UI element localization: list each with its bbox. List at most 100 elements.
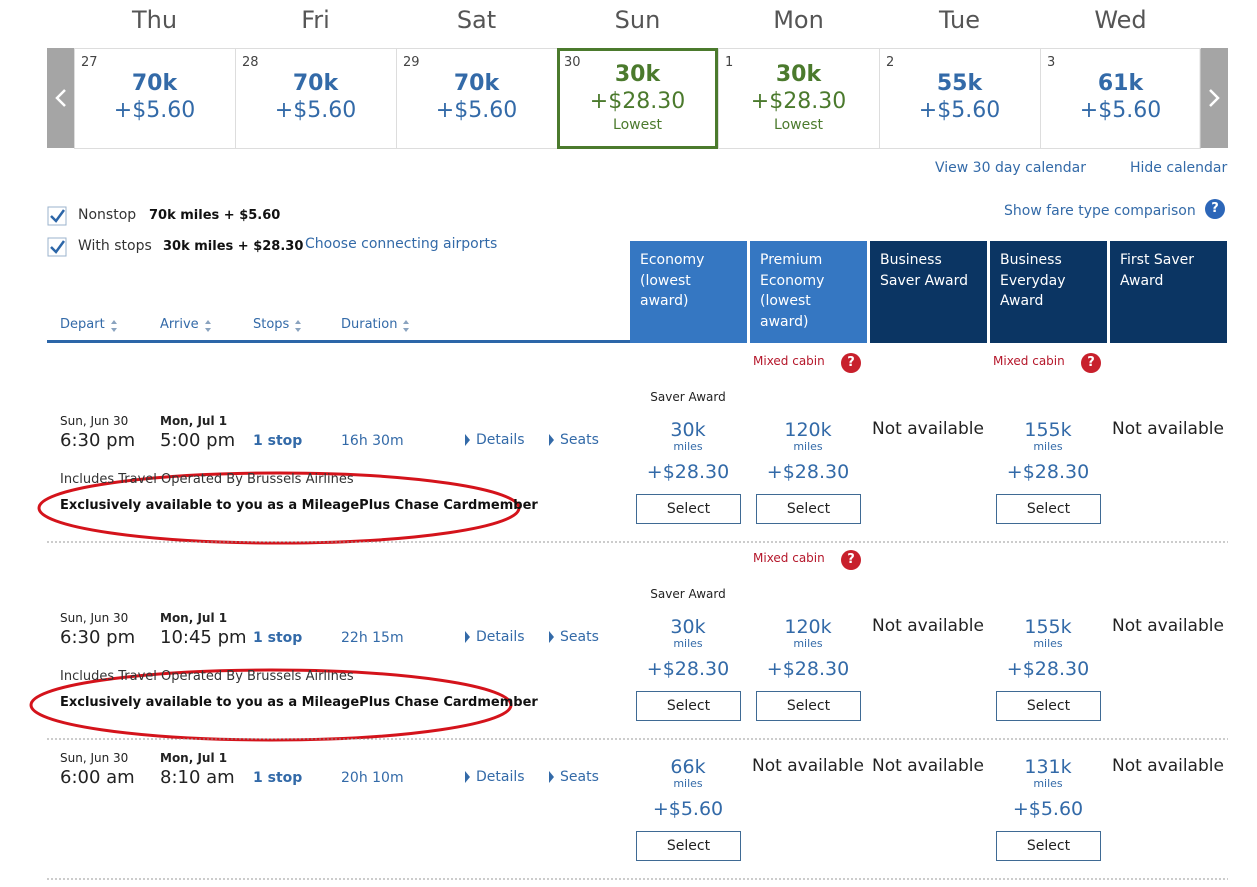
sort-icon xyxy=(205,320,211,332)
sort-header[interactable]: Duration xyxy=(341,317,398,332)
select-button[interactable]: Select xyxy=(996,831,1101,861)
calendar-day[interactable] xyxy=(396,48,557,149)
not-available: Not available xyxy=(1112,616,1224,636)
connecting-airports-link[interactable]: Choose connecting airports xyxy=(305,236,498,252)
fare-column-header[interactable] xyxy=(1110,241,1227,343)
select-button[interactable]: Select xyxy=(636,494,741,524)
select-button[interactable]: Select xyxy=(996,494,1101,524)
calendar-day[interactable] xyxy=(1040,48,1201,149)
fare-fee: +$28.30 xyxy=(1006,461,1090,483)
not-available: Not available xyxy=(1112,756,1224,776)
help-icon xyxy=(1205,199,1225,219)
fare-fee: +$28.30 xyxy=(646,461,730,483)
fare-column-header[interactable] xyxy=(750,241,867,343)
fare-miles: 30k xyxy=(670,616,706,638)
depart-date: Sun, Jun 30 xyxy=(60,751,129,765)
seats-link[interactable]: Seats xyxy=(560,769,599,785)
mixed-cabin-help-glyph: ? xyxy=(1087,355,1095,370)
day-date: 29 xyxy=(403,55,420,70)
stops[interactable]: 1 stop xyxy=(253,433,303,449)
weekday-label: Sun xyxy=(614,6,661,34)
select-button[interactable]: Select xyxy=(636,831,741,861)
select-button[interactable]: Select xyxy=(996,691,1101,721)
details-caret xyxy=(465,771,470,783)
day-note: Lowest xyxy=(774,117,823,133)
calendar-day[interactable] xyxy=(879,48,1040,149)
sort-header[interactable]: Stops xyxy=(253,317,290,332)
fare-column-label: Business Saver Award xyxy=(880,252,969,289)
checkmark xyxy=(50,209,66,223)
filter-label[interactable]: Nonstop xyxy=(78,207,137,223)
arrive-time: 8:10 am xyxy=(160,767,235,788)
fare-column-label: Economy (lowest award) xyxy=(640,252,705,309)
fare-miles: 120k xyxy=(784,616,832,638)
mixed-cabin-help xyxy=(1081,353,1101,373)
select-button[interactable]: Select xyxy=(756,691,861,721)
day-fee: +$5.60 xyxy=(918,98,1001,123)
calendar-day[interactable] xyxy=(235,48,396,149)
day-date: 1 xyxy=(725,55,734,70)
day-miles: 70k xyxy=(453,71,500,96)
calendar-prev xyxy=(47,48,74,148)
fare-fee: +$28.30 xyxy=(766,461,850,483)
details-link[interactable]: Details xyxy=(476,629,525,645)
select-button[interactable]: Select xyxy=(756,494,861,524)
fare-fee: +$28.30 xyxy=(646,658,730,680)
filter-price: 70k miles + $5.60 xyxy=(149,208,281,223)
help-icon-glyph: ? xyxy=(1211,201,1219,216)
stops[interactable]: 1 stop xyxy=(253,770,303,786)
seats-caret xyxy=(549,434,554,446)
fare-column-header[interactable] xyxy=(630,241,747,343)
weekday-label: Wed xyxy=(1094,6,1147,34)
arrive-date: Mon, Jul 1 xyxy=(160,414,228,428)
fare-miles: 66k xyxy=(670,756,706,778)
not-available: Not available xyxy=(872,616,984,636)
chevron-left xyxy=(55,89,66,107)
award-type: Saver Award xyxy=(650,587,726,601)
weekday-label: Mon xyxy=(773,6,824,34)
fare-column-header[interactable] xyxy=(870,241,987,343)
duration: 22h 15m xyxy=(341,630,404,646)
day-fee: +$5.60 xyxy=(274,98,357,123)
calendar-day[interactable] xyxy=(557,48,718,149)
calendar-day[interactable] xyxy=(718,48,879,149)
select-button[interactable]: Select xyxy=(636,691,741,721)
day-date: 28 xyxy=(242,55,259,70)
sort-icon xyxy=(111,320,117,332)
sort-header[interactable]: Arrive xyxy=(160,317,199,332)
details-link[interactable]: Details xyxy=(476,432,525,448)
award-type: Saver Award xyxy=(650,390,726,404)
chevron-right xyxy=(1209,89,1220,107)
hide-calendar-link[interactable]: Hide calendar xyxy=(1130,160,1228,176)
operated-by: Includes Travel Operated By Brussels Air… xyxy=(60,669,354,684)
calendar-day[interactable] xyxy=(74,48,235,149)
seats-caret xyxy=(549,771,554,783)
not-available: Not available xyxy=(1112,419,1224,439)
details-link[interactable]: Details xyxy=(476,769,525,785)
not-available: Not available xyxy=(872,756,984,776)
seats-link[interactable]: Seats xyxy=(560,432,599,448)
fare-column-header[interactable] xyxy=(990,241,1107,343)
weekday-label: Fri xyxy=(301,6,330,34)
fare-column-label: First Saver Award xyxy=(1120,252,1195,289)
view-calendar-link[interactable]: View 30 day calendar xyxy=(935,160,1087,176)
depart-time: 6:30 pm xyxy=(60,627,136,648)
fare-comparison-link[interactable]: Show fare type comparison xyxy=(1004,203,1196,219)
day-fee: +$5.60 xyxy=(435,98,518,123)
day-miles: 55k xyxy=(936,71,983,96)
sort-header[interactable]: Depart xyxy=(60,317,105,332)
depart-time: 6:00 am xyxy=(60,767,135,788)
cardmember-note: Exclusively available to you as a Mileag… xyxy=(60,695,538,710)
operated-by: Includes Travel Operated By Brussels Air… xyxy=(60,472,354,487)
stops[interactable]: 1 stop xyxy=(253,630,303,646)
mixed-cabin: Mixed cabin xyxy=(753,354,825,368)
seats-link[interactable]: Seats xyxy=(560,629,599,645)
arrive-time: 10:45 pm xyxy=(160,627,247,648)
filter-label[interactable]: With stops xyxy=(78,238,152,254)
day-fee: +$28.30 xyxy=(750,89,847,114)
seats-caret xyxy=(549,631,554,643)
not-available: Not available xyxy=(752,756,864,776)
day-miles: 30k xyxy=(614,62,661,87)
